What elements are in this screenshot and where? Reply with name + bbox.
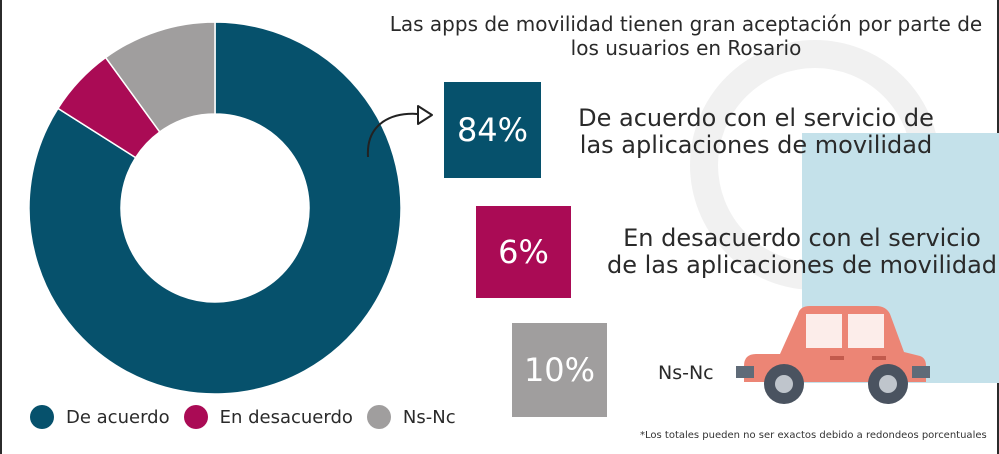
legend-label-disagree: En desacuerdo (219, 406, 353, 428)
legend-swatch-nsnc (366, 405, 391, 429)
footnote: *Los totales pueden no ser exactos debid… (640, 430, 987, 441)
legend-item-disagree: En desacuerdo (183, 405, 353, 429)
legend-swatch-disagree (183, 405, 208, 429)
agree-description: De acuerdo con el servicio de las aplica… (578, 104, 934, 159)
disagree-value-box: 6% (476, 206, 571, 298)
agree-value-box: 84% (444, 82, 541, 178)
chart-title: Las apps de movilidad tienen gran acepta… (389, 12, 983, 60)
slice-de-acuerdo (28, 21, 402, 395)
nsnc-description: Ns-Nc (658, 362, 714, 384)
disagree-description: En desacuerdo con el servicio de las apl… (606, 224, 998, 279)
left-border (0, 0, 2, 454)
curved-arrow-icon (366, 105, 433, 158)
nsnc-value-box: 10% (512, 323, 607, 417)
legend-item-nsnc: Ns-Nc (366, 405, 456, 429)
legend-item-agree: De acuerdo (30, 405, 170, 429)
legend-label-agree: De acuerdo (66, 406, 170, 428)
legend-label-nsnc: Ns-Nc (402, 406, 456, 428)
slice-ns-nc (104, 21, 216, 133)
legend-swatch-agree (30, 405, 54, 429)
chart-legend: De acuerdo En desacuerdo Ns-Nc (30, 405, 470, 429)
car-icon (736, 306, 930, 404)
donut-chart (28, 21, 402, 395)
